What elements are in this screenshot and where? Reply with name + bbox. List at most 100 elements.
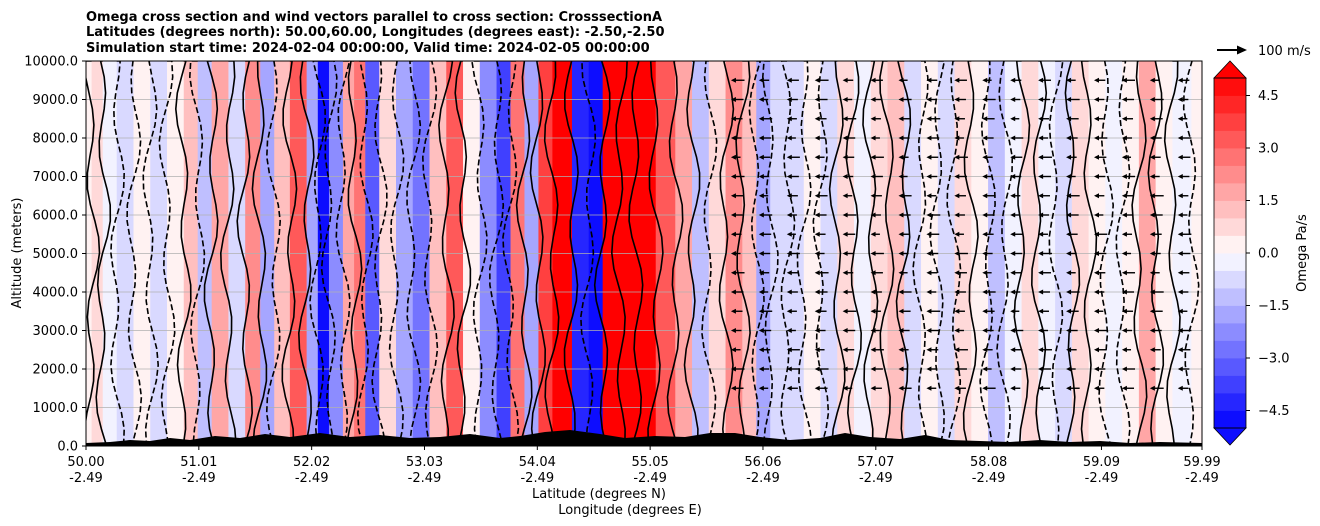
wind-vector-head [1066,251,1072,256]
contour-line [1013,61,1031,446]
wind-vector-head [758,116,764,122]
contour-line [962,61,979,446]
contour-line [780,61,796,446]
wind-vector-head [1177,328,1183,333]
contour-line [912,61,929,446]
wind-vector-head [730,385,736,391]
wind-vector-head [1010,347,1016,353]
wind-vector-head [1010,289,1016,295]
wind-vector-head [870,366,876,372]
wind-vector-head [1066,347,1072,353]
contour-line [628,61,644,446]
contour-line [563,61,579,446]
wind-vector-head [786,193,792,199]
x-tick-label-latitude: 55.05 [632,455,669,470]
wind-vector-head [758,385,764,391]
wind-vector-head [842,347,848,353]
contour-line [309,61,327,446]
quiver-key: 100 m/s [1217,44,1311,59]
contour-line [1115,61,1131,446]
wind-vector-head [1177,135,1183,141]
wind-vector-head [982,366,988,372]
colorbar-level [1214,323,1246,341]
wind-vector-head [870,270,876,276]
contour-line [862,61,879,446]
wind-vector-head [954,116,960,122]
wind-vector-head [842,328,848,333]
contour-line [1131,61,1148,446]
x-axis-label-longitude: Longitude (degrees E) [558,503,702,518]
wind-vector-head [814,77,820,83]
wind-vector-head [1177,231,1183,237]
plot-area [86,61,1202,446]
wind-vector-head [730,174,736,179]
wind-vector-head [1149,289,1155,295]
y-tick-label: 10000.0 [24,55,78,70]
wind-vector-head [1010,231,1016,237]
wind-vector-head [730,116,736,122]
x-tick-label-longitude: -2.49 [1185,471,1219,486]
contour-line [929,61,946,446]
wind-vector-head [1093,97,1099,102]
wind-vector-head [1038,77,1044,83]
wind-vector-head [982,174,988,179]
wind-vector-head [898,270,904,276]
contour-line [529,61,547,446]
wind-vector-head [730,366,736,372]
wind-vector-head [870,251,876,256]
wind-vector-head [786,251,792,256]
wind-vector-head [730,97,736,102]
wind-vector-head [842,289,848,295]
wind-vector-head [926,251,932,256]
y-axis-ticks: 0.0 1000.0 2000.0 3000.0 4000.0 5000.0 6000.0 7… [24,55,86,455]
wind-vector-head [870,97,876,102]
contour-line [297,61,315,446]
contour-line [845,61,863,446]
contour-line [86,61,101,425]
wind-vector-head [870,77,876,83]
contour-line [718,61,735,446]
wind-vector-head [982,97,988,102]
wind-vector-head [1149,328,1155,333]
y-axis-label: Altitude (meters) [10,198,25,309]
wind-vector-head [926,154,932,160]
x-tick-label-latitude: 57.07 [857,455,894,470]
wind-vector-head [926,385,932,391]
wind-vector-head [1121,328,1127,333]
wind-vector-head [982,347,988,353]
wind-vector-head [1066,231,1072,237]
wind-vector-head [954,289,960,295]
colorbar-level [1214,235,1246,254]
wind-vector-head [1066,289,1072,295]
y-tick-label: 1000.0 [33,401,79,416]
wind-vector-head [842,135,848,141]
y-tick-label: 2000.0 [33,363,79,378]
wind-vector-head [1066,193,1072,199]
wind-vector-head [898,231,904,237]
wind-vector-head [982,193,988,199]
wind-vector-head [926,116,932,122]
wind-vector-head [1093,193,1099,199]
wind-vector-head [786,135,792,141]
wind-vector-head [1093,251,1099,256]
contour-line [879,61,895,446]
contour-line [647,61,664,446]
colorbar-tick-label: 3.0 [1258,142,1279,157]
wind-vector-head [786,385,792,391]
wind-vector-head [814,308,820,314]
wind-vector-head [1066,385,1072,391]
wind-vector-head [982,251,988,256]
wind-vector-head [1093,328,1099,333]
wind-vector-head [1066,270,1072,276]
wind-vector-head [954,347,960,353]
x-tick-label-longitude: -2.49 [633,471,667,486]
wind-vector-head [814,251,820,256]
wind-vector-head [870,174,876,179]
wind-vector-head [1038,174,1044,179]
wind-vector-head [1010,77,1016,83]
wind-vector-head [1066,116,1072,122]
x-axis-label-latitude: Latitude (degrees N) [532,487,666,502]
wind-vector-head [758,366,764,372]
wind-vector-head [842,174,848,179]
